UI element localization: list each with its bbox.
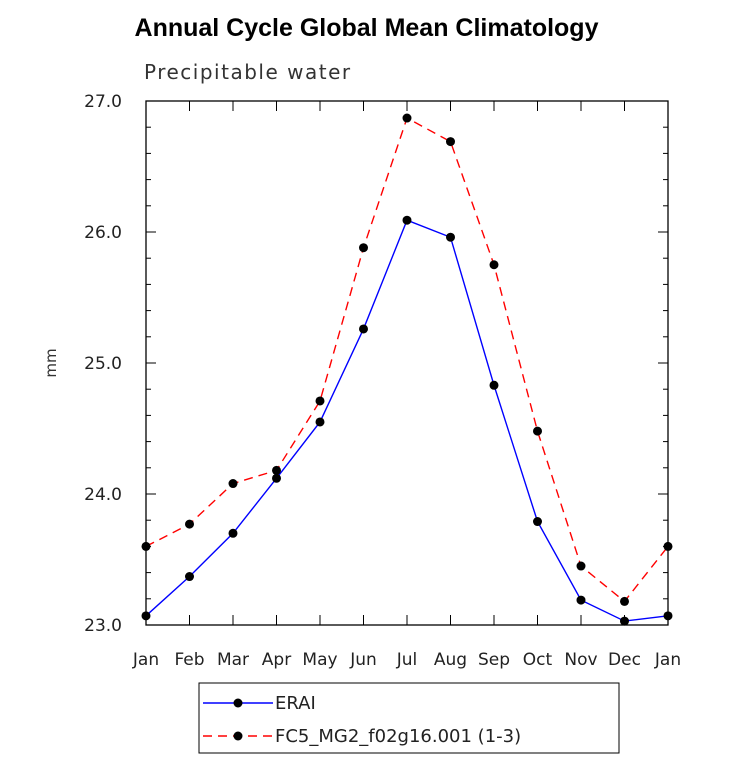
x-tick-label: Jul bbox=[396, 650, 418, 670]
x-tick-label: Sep bbox=[478, 650, 510, 670]
chart-subtitle: Precipitable water bbox=[144, 60, 352, 84]
data-point bbox=[576, 595, 586, 605]
data-point bbox=[228, 528, 238, 538]
data-point bbox=[141, 611, 151, 621]
data-point bbox=[141, 541, 151, 551]
x-tick-label: Jan bbox=[132, 650, 159, 670]
legend-label: ERAI bbox=[275, 693, 316, 714]
y-tick-label: 27.0 bbox=[84, 92, 122, 112]
y-tick-label: 26.0 bbox=[84, 223, 122, 243]
data-point bbox=[315, 396, 325, 406]
data-point bbox=[402, 113, 412, 123]
series-line bbox=[145, 117, 669, 603]
y-axis-label: mm bbox=[42, 348, 60, 377]
y-tick-label: 25.0 bbox=[84, 354, 122, 374]
data-point bbox=[315, 417, 325, 427]
x-tick-label: Apr bbox=[262, 650, 291, 670]
x-tick-label: Mar bbox=[217, 650, 249, 670]
legend-box bbox=[198, 682, 620, 754]
data-point bbox=[489, 380, 499, 390]
series-line bbox=[145, 219, 669, 622]
x-tick-label: Aug bbox=[434, 650, 467, 670]
data-point bbox=[446, 232, 455, 242]
x-tick-label: Feb bbox=[174, 650, 204, 670]
legend-marker bbox=[233, 698, 243, 708]
data-point bbox=[663, 541, 673, 551]
data-point bbox=[620, 616, 629, 626]
data-point bbox=[359, 324, 368, 334]
x-tick-label: May bbox=[302, 650, 337, 670]
data-point bbox=[272, 465, 281, 475]
x-tick-label: Dec bbox=[608, 650, 641, 670]
legend: ERAI FC5_MG2_f02g16.001 (1-3) bbox=[198, 682, 620, 754]
data-point bbox=[489, 260, 499, 270]
data-point bbox=[185, 519, 194, 529]
chart-title: Annual Cycle Global Mean Climatology bbox=[134, 14, 599, 42]
data-point bbox=[185, 572, 194, 582]
x-tick-label: Jun bbox=[349, 650, 377, 670]
data-point bbox=[402, 215, 412, 225]
series-layer bbox=[141, 113, 673, 626]
data-point bbox=[533, 517, 542, 527]
legend-marker bbox=[233, 731, 243, 741]
x-tick-label: Nov bbox=[564, 650, 597, 670]
data-point bbox=[663, 611, 673, 621]
y-tick-label: 24.0 bbox=[84, 485, 122, 505]
data-point bbox=[576, 561, 586, 571]
legend-label: FC5_MG2_f02g16.001 (1-3) bbox=[275, 726, 521, 747]
x-tick-label: Jan bbox=[654, 650, 681, 670]
data-point bbox=[272, 473, 281, 483]
x-tick-label: Oct bbox=[523, 650, 553, 670]
data-point bbox=[446, 137, 455, 147]
plot-frame bbox=[145, 100, 669, 626]
y-tick-label: 23.0 bbox=[84, 616, 122, 636]
plot-axes: 23.0 24.0 25.0 26.0 27.0 Jan Feb Mar Apr May Jun Ju… bbox=[42, 92, 681, 670]
data-point bbox=[228, 479, 238, 489]
data-point bbox=[620, 596, 629, 606]
data-point bbox=[359, 243, 368, 253]
data-point bbox=[533, 426, 542, 436]
